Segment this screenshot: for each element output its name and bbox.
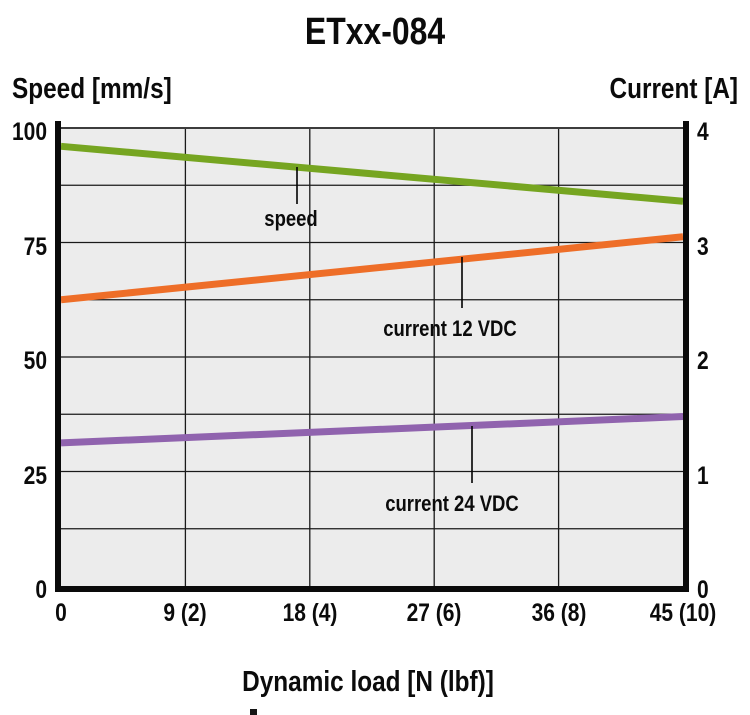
left-axis-tick-label: 75 [23,232,47,261]
bottom-axis-line [55,586,689,592]
x-axis-tick-label: 45 (10) [649,599,717,627]
right-axis-line [683,121,689,592]
x-axis-tick-label: 27 (6) [406,599,462,627]
cutoff-text-fragment [250,709,257,715]
x-axis-title: Dynamic load [N (lbf)] [242,666,494,698]
gridlines [55,128,689,586]
chart-title: ETxx-084 [304,11,446,53]
current-24vdc-annotation: current 24 VDC [385,491,519,516]
right-axis-tick-label: 1 [697,461,709,490]
left-axis-tick-label: 50 [23,347,47,375]
plot-frame [55,121,689,592]
data-lines [60,142,684,447]
x-axis-tick-label: 9 (2) [163,599,207,627]
left-axis-tick-label: 25 [23,461,47,490]
annotation-leader-lines [296,167,473,483]
x-axis-tick-label: 0 [55,599,67,627]
x-axis-tick-label: 36 (8) [531,599,587,627]
left-axis-line [55,121,61,592]
current-12vdc-line [60,233,684,304]
left-axis-tick-label: 100 [11,118,47,146]
right-axis-tick-label: 0 [697,576,709,604]
current-24vdc-line [60,413,684,447]
right-axis-tick-label: 2 [697,347,709,375]
speed-annotation: speed [264,206,318,231]
right-axis-tick-label: 4 [697,118,709,146]
x-axis-tick-label: 18 (4) [282,599,338,627]
right-axis-tick-label: 3 [697,232,709,261]
left-axis-title: Speed [mm/s] [12,73,172,105]
current-12vdc-annotation: current 12 VDC [383,316,517,341]
plot-top-border [55,127,689,129]
speed-line [60,142,684,205]
left-axis-tick-label: 0 [35,576,47,604]
right-axis-title: Current [A] [609,73,738,105]
